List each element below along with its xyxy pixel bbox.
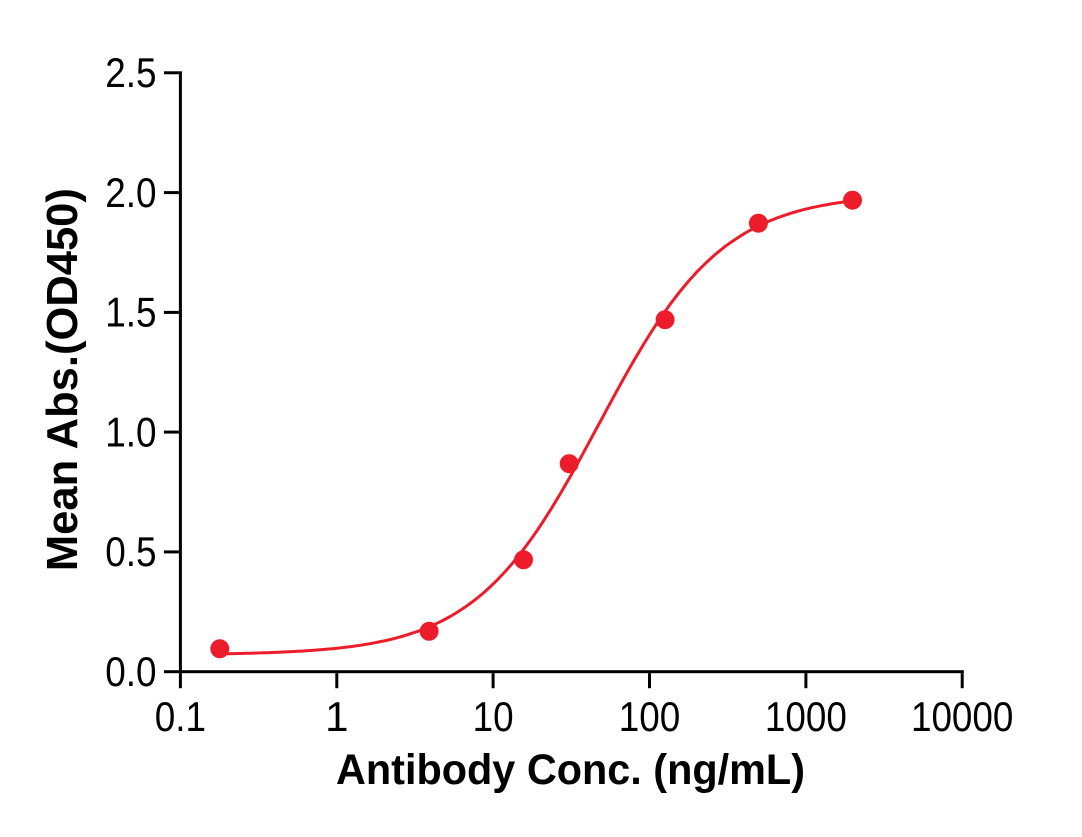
svg-text:0.1: 0.1 [155, 693, 206, 740]
svg-text:Mean Abs.(OD450): Mean Abs.(OD450) [38, 188, 87, 571]
svg-text:0.5: 0.5 [105, 528, 156, 575]
svg-text:2.0: 2.0 [105, 169, 156, 216]
svg-text:Antibody Conc. (ng/mL): Antibody Conc. (ng/mL) [336, 746, 805, 794]
svg-text:1.5: 1.5 [105, 289, 156, 336]
svg-text:10: 10 [473, 693, 514, 740]
svg-text:10000: 10000 [911, 693, 1014, 740]
svg-text:1000: 1000 [765, 693, 847, 740]
svg-text:1.0: 1.0 [105, 408, 156, 455]
svg-text:0.0: 0.0 [105, 648, 156, 695]
svg-text:2.5: 2.5 [105, 49, 156, 96]
svg-text:1: 1 [325, 693, 348, 740]
svg-text:100: 100 [619, 693, 681, 740]
